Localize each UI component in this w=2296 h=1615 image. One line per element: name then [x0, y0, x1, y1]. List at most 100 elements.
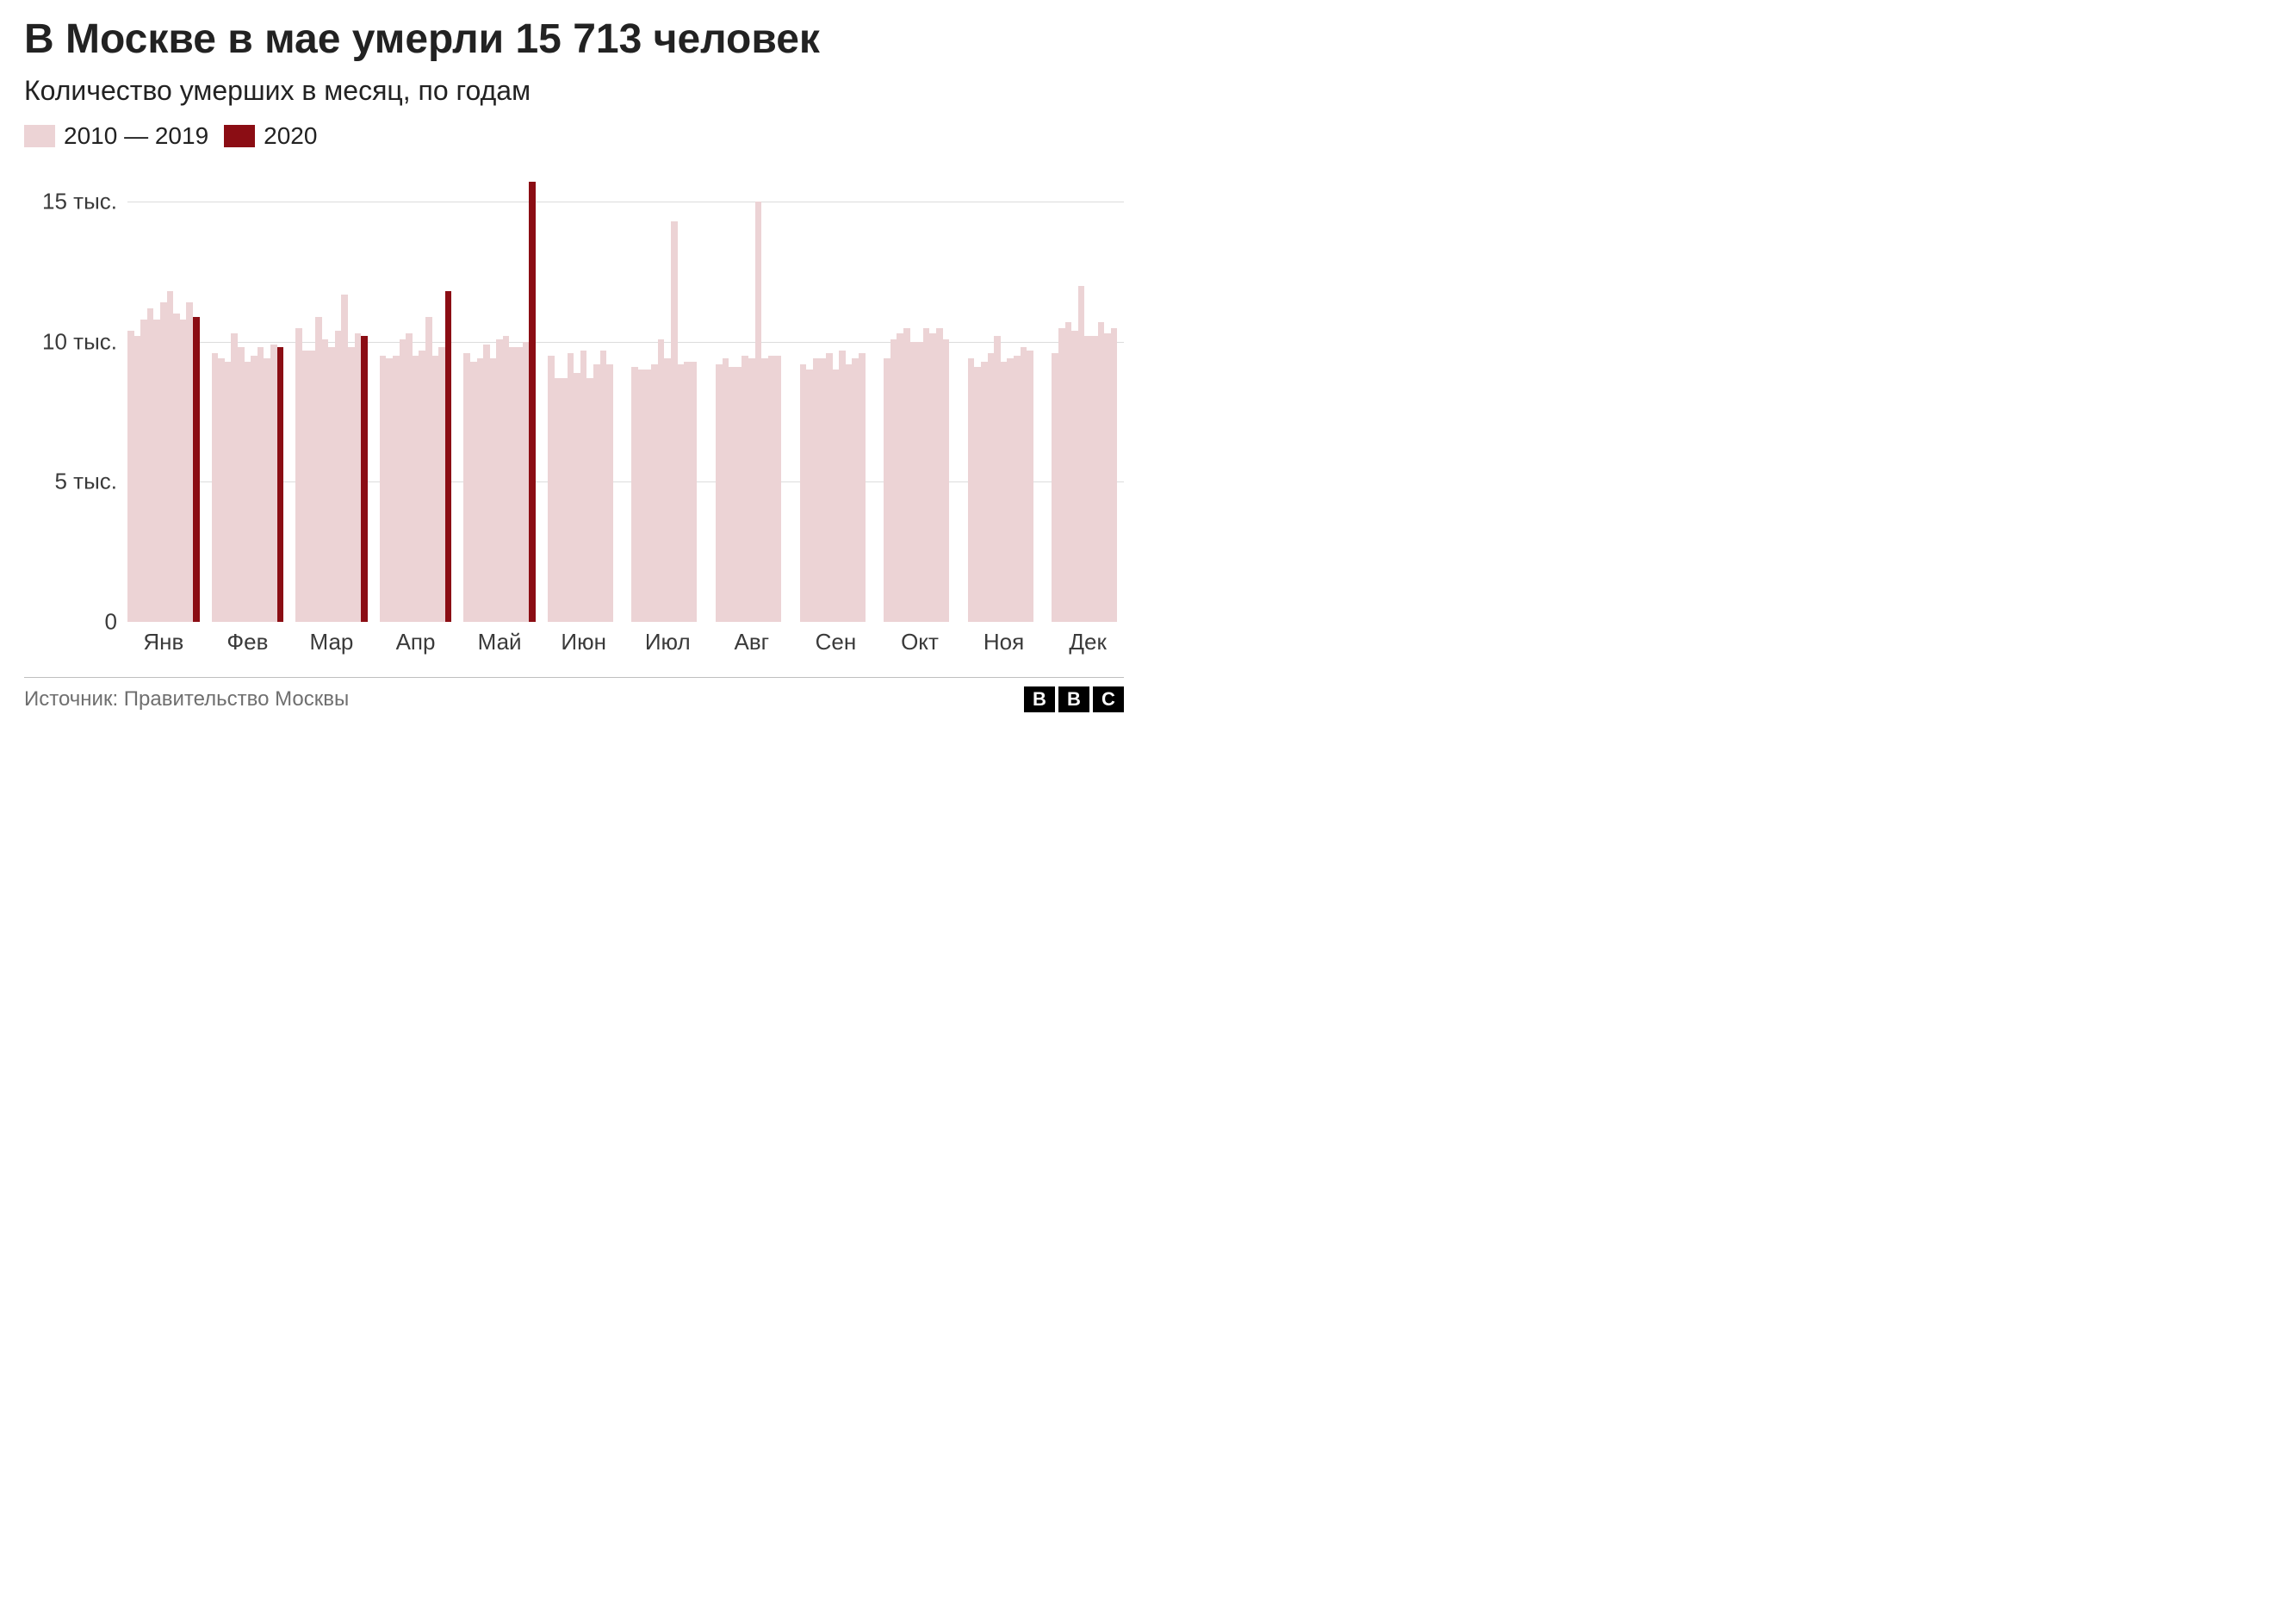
bar-historical — [903, 328, 910, 622]
bar-historical — [413, 356, 419, 622]
bar-historical — [1021, 347, 1027, 622]
bar-historical — [400, 339, 406, 622]
bar-historical — [1111, 328, 1118, 622]
legend-swatch-historical — [24, 125, 55, 147]
bar-historical — [833, 370, 840, 622]
bar-historical — [826, 353, 833, 622]
bar-historical — [496, 339, 503, 622]
x-tick-label: Апр — [380, 622, 452, 656]
bar-historical — [748, 358, 755, 622]
bar-historical — [490, 358, 497, 622]
bar-historical — [335, 331, 342, 622]
bar-historical — [231, 333, 238, 622]
y-tick-label: 0 — [105, 608, 117, 635]
bar-historical — [322, 339, 329, 622]
bar-historical — [302, 351, 309, 622]
bar-historical — [463, 353, 470, 622]
bar-historical — [264, 358, 270, 622]
month-group — [884, 174, 956, 622]
legend: 2010 — 2019 2020 — [24, 122, 1124, 150]
bar-historical — [432, 356, 439, 622]
bar-historical — [890, 339, 897, 622]
bar-historical — [1058, 328, 1065, 622]
bar-historical — [813, 358, 820, 622]
bar-historical — [761, 358, 768, 622]
bar-historical — [380, 356, 387, 622]
source-label: Источник: Правительство Москвы — [24, 687, 349, 711]
bar-historical — [638, 370, 645, 622]
x-tick-label: Июн — [548, 622, 620, 656]
x-tick-label: Дек — [1052, 622, 1124, 656]
bar-historical — [406, 333, 413, 622]
bar-historical — [225, 362, 232, 622]
bar-historical — [645, 370, 652, 622]
bar-current — [361, 336, 368, 622]
bar-historical — [910, 342, 917, 622]
x-tick-label: Ноя — [968, 622, 1040, 656]
bar-historical — [819, 358, 826, 622]
bar-historical — [348, 347, 355, 622]
bar-historical — [295, 328, 302, 622]
bar-historical — [147, 308, 154, 622]
legend-swatch-current — [224, 125, 255, 147]
bar-current — [193, 317, 200, 622]
bar-historical — [173, 314, 180, 622]
bar-historical — [167, 291, 174, 622]
brand-letter: C — [1093, 686, 1124, 712]
chart-subtitle: Количество умерших в месяц, по годам — [24, 75, 1124, 107]
bar-historical — [936, 328, 943, 622]
bar-historical — [1065, 322, 1072, 622]
chart-container: В Москве в мае умерли 15 713 человек Кол… — [0, 0, 1148, 724]
x-tick-label: Фев — [212, 622, 284, 656]
bar-historical — [238, 347, 245, 622]
bar-historical — [341, 295, 348, 622]
bar-historical — [671, 221, 678, 622]
bar-historical — [897, 333, 903, 622]
y-axis: 05 тыс.10 тыс.15 тыс. — [24, 174, 127, 622]
x-tick-label: Окт — [884, 622, 956, 656]
bar-historical — [523, 342, 530, 622]
bar-historical — [270, 345, 277, 622]
bar-current — [277, 347, 284, 622]
bar-historical — [839, 351, 846, 622]
bar-historical — [768, 356, 775, 622]
bar-historical — [245, 362, 251, 622]
bar-historical — [483, 345, 490, 622]
bar-historical — [968, 358, 975, 622]
legend-label-current: 2020 — [264, 122, 317, 150]
bar-historical — [981, 362, 988, 622]
bar-historical — [516, 347, 523, 622]
x-tick-label: Май — [463, 622, 536, 656]
month-group — [716, 174, 788, 622]
x-tick-label: Авг — [716, 622, 788, 656]
bar-historical — [664, 358, 671, 622]
bar-historical — [328, 347, 335, 622]
month-group — [127, 174, 200, 622]
y-tick-label: 10 тыс. — [42, 328, 117, 355]
bar-historical — [153, 320, 160, 622]
bar-historical — [574, 373, 580, 622]
bar-historical — [355, 333, 362, 622]
y-tick-label: 15 тыс. — [42, 189, 117, 215]
bar-historical — [684, 362, 691, 622]
bar-historical — [561, 378, 568, 622]
bar-historical — [1098, 322, 1105, 622]
bar-historical — [742, 356, 748, 622]
bar-historical — [470, 362, 477, 622]
x-tick-label: Янв — [127, 622, 200, 656]
month-group — [295, 174, 368, 622]
bar-historical — [438, 347, 445, 622]
bar-historical — [988, 353, 995, 622]
bar-historical — [251, 356, 258, 622]
legend-item-current: 2020 — [224, 122, 317, 150]
bar-historical — [755, 202, 762, 622]
month-group — [463, 174, 536, 622]
plot — [127, 174, 1124, 622]
month-group — [212, 174, 284, 622]
chart-footer: Источник: Правительство Москвы BBC — [24, 677, 1124, 712]
legend-label-historical: 2010 — 2019 — [64, 122, 208, 150]
bar-historical — [923, 328, 930, 622]
bar-historical — [1078, 286, 1085, 622]
bar-historical — [503, 336, 510, 622]
bar-historical — [127, 331, 134, 622]
